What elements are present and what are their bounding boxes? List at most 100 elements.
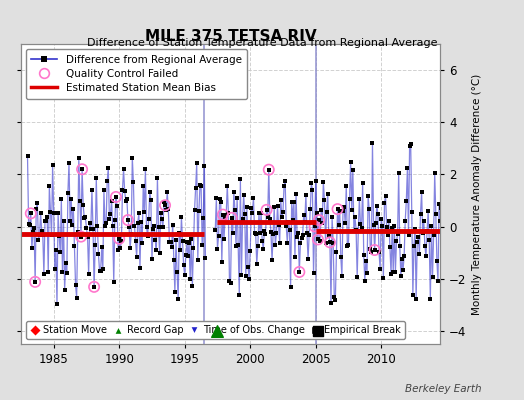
Point [232,242,240,249]
Point [285,226,293,233]
Point [402,198,410,204]
Point [56,249,64,256]
Point [188,283,196,289]
Point [137,219,145,225]
Point [329,240,337,246]
Point [257,210,265,216]
Point [161,202,169,208]
Point [413,239,421,246]
Point [138,240,146,246]
Point [331,296,340,303]
Point [27,210,35,217]
Point [370,247,379,253]
Point [223,182,232,189]
Point [33,200,41,206]
Point [355,195,364,202]
Point [141,166,149,172]
Point [40,271,48,278]
Point [397,273,405,279]
Point [236,176,245,182]
Point [93,223,102,230]
Point [368,140,377,146]
Point [213,246,222,252]
Y-axis label: Monthly Temperature Anomaly Difference (°C): Monthly Temperature Anomaly Difference (… [472,73,482,315]
Point [227,215,236,221]
Point [224,210,233,216]
Point [388,225,396,232]
Point [79,202,88,208]
Point [347,207,356,214]
Point [193,256,202,263]
Point [97,244,106,250]
Point [177,214,185,220]
Point [433,258,441,264]
Point [62,270,71,277]
Point [272,230,280,236]
Point [401,218,409,224]
Point [156,250,164,256]
Point [252,230,260,237]
Point [269,231,277,238]
Point [53,301,61,307]
Point [326,239,334,246]
Point [31,279,39,285]
Point [219,212,227,218]
Point [411,226,419,232]
Point [375,249,383,255]
Point [174,296,182,302]
Point [428,273,436,280]
Point [167,244,176,250]
Point [45,183,53,190]
Point [67,196,75,202]
Point [278,214,286,220]
Point [305,232,313,239]
Point [90,284,99,290]
Point [151,237,159,243]
Point [89,226,97,232]
Point [110,279,118,285]
Point [256,229,264,236]
Point [394,231,402,238]
Point [265,166,273,173]
Point [369,222,378,228]
Point [271,242,279,248]
Point [157,210,165,216]
Point [147,197,155,203]
Point [309,270,318,276]
Point [111,217,119,223]
Point [376,266,384,272]
Point [436,218,444,224]
Point [132,238,140,244]
Point [72,294,81,301]
Point [306,206,314,212]
Point [367,248,376,255]
Point [315,217,323,223]
Point [164,206,172,212]
Point [250,230,259,236]
Point [326,239,334,246]
Point [116,245,125,251]
Point [191,185,200,192]
Point [32,205,40,212]
Point [427,223,435,230]
Point [264,214,272,220]
Point [92,175,101,181]
Point [281,178,289,184]
Point [370,247,379,253]
Point [226,280,235,286]
Point [189,244,198,251]
Point [28,245,36,251]
Point [308,187,316,194]
Point [51,265,59,272]
Point [274,202,282,209]
Point [343,243,352,249]
Point [322,208,331,215]
Point [243,204,251,210]
Point [118,186,127,193]
Point [75,198,84,204]
Point [154,224,162,230]
Point [321,239,330,246]
Point [344,242,353,248]
Point [179,262,188,268]
Point [113,203,121,209]
